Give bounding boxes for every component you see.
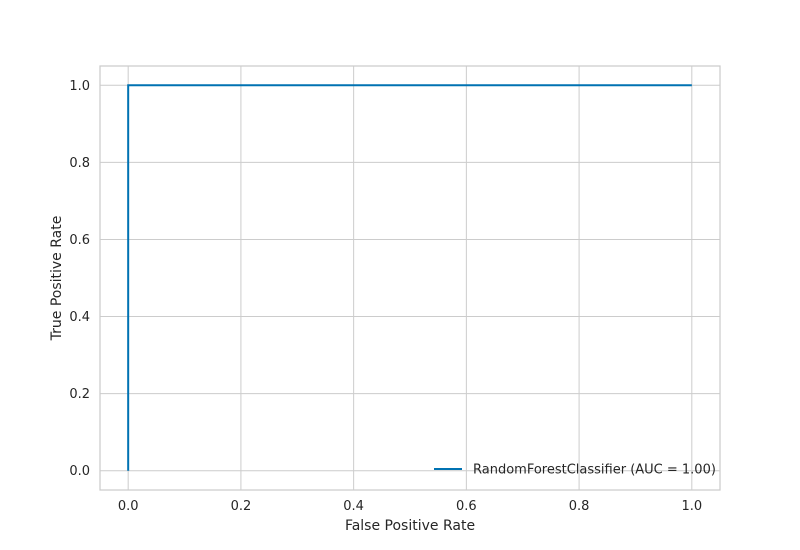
legend: RandomForestClassifier (AUC = 1.00) <box>434 463 716 478</box>
y-axis-label: True Positive Rate <box>49 216 65 342</box>
y-tick-label: 0.2 <box>69 387 90 402</box>
series-layer <box>127 84 692 471</box>
x-tick-label: 0.4 <box>343 499 364 514</box>
x-tick-label: 0.2 <box>231 499 252 514</box>
y-tick-label: 0.8 <box>69 156 90 171</box>
x-tick-label: 0.8 <box>569 499 590 514</box>
y-tick-label: 0.4 <box>69 310 90 325</box>
x-tick-label: 0.0 <box>118 499 139 514</box>
y-tick-label: 0.6 <box>69 233 90 248</box>
x-axis-label: False Positive Rate <box>345 518 475 534</box>
plot-area <box>100 66 720 490</box>
x-tick-label: 1.0 <box>681 499 702 514</box>
x-tick-label: 0.6 <box>456 499 477 514</box>
y-tick-label: 1.0 <box>69 79 90 94</box>
grid <box>100 66 720 490</box>
roc-curve-line <box>127 84 692 471</box>
y-tick-label: 0.0 <box>69 464 90 479</box>
y-axis-ticks: 0.0 0.2 0.4 0.6 0.8 1.0 <box>69 79 90 479</box>
x-axis-ticks: 0.0 0.2 0.4 0.6 0.8 1.0 <box>118 499 702 514</box>
legend-label: RandomForestClassifier (AUC = 1.00) <box>473 463 716 478</box>
plot-frame <box>99 65 721 491</box>
